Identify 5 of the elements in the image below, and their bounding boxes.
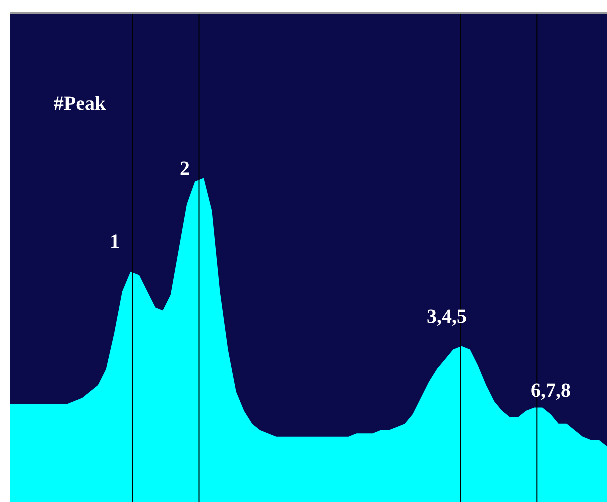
text: #Peak (54, 93, 107, 116)
annotation: 6,7,8 (531, 380, 571, 402)
annotation: 3,4,5 (427, 306, 467, 328)
annotation: 1 (110, 231, 120, 254)
annotation: 2 (180, 158, 190, 180)
